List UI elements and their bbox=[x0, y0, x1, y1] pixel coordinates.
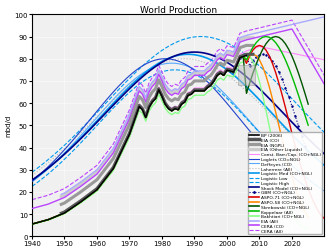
Title: World Production: World Production bbox=[140, 6, 217, 15]
Y-axis label: mbd/d: mbd/d bbox=[6, 115, 12, 137]
Legend: BP (2006), EIA (CO), EIA (NGPL), EIA (Other Liquids), Const. Barr./Cap. (CO+NGL): BP (2006), EIA (CO), EIA (NGPL), EIA (Ot… bbox=[248, 132, 322, 234]
Bar bbox=[238, 66, 254, 86]
